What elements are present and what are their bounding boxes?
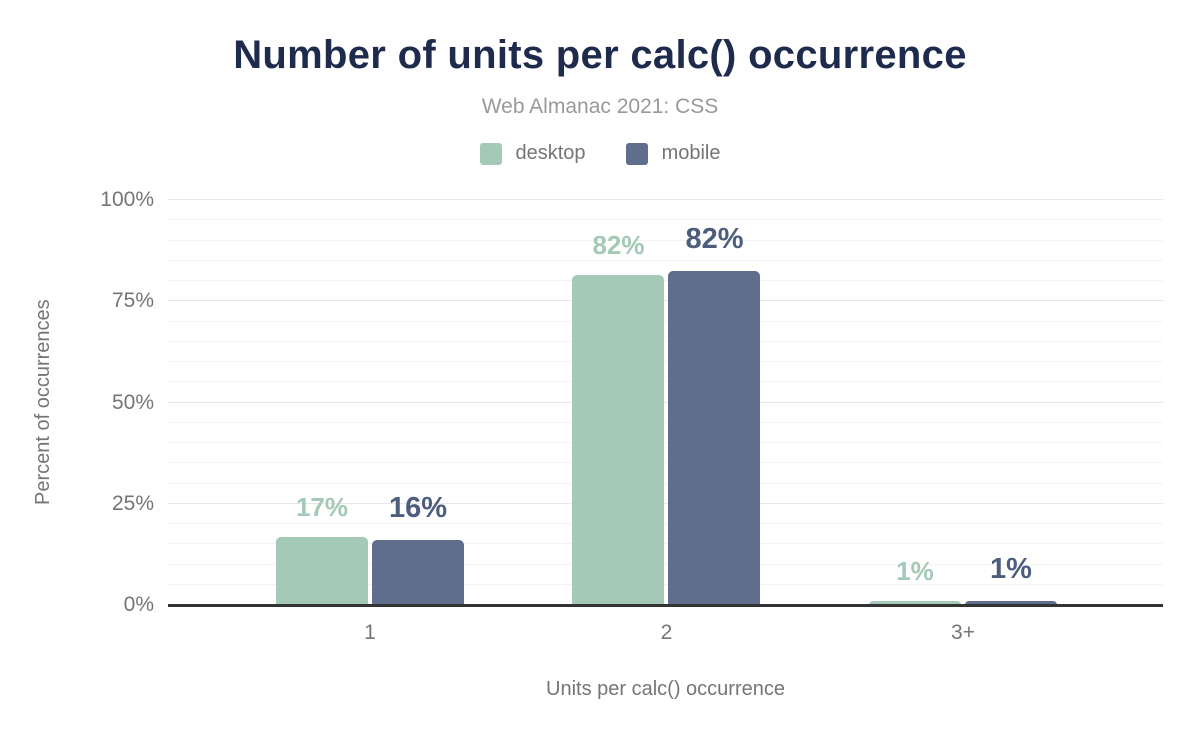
gridline-25: [168, 502, 1163, 504]
gridline-20: [168, 523, 1163, 524]
gridline-65: [168, 340, 1163, 342]
bar-value-label-mobile-2: 82%: [685, 223, 744, 256]
gridline-35: [168, 462, 1163, 464]
chart-title: Number of units per calc() occurrence: [233, 33, 967, 77]
bar-value-label-desktop-1: 17%: [295, 491, 348, 522]
legend: desktop mobile: [0, 142, 1200, 165]
gridline-95: [168, 219, 1163, 221]
bar-value-label-desktop-3+: 1%: [896, 556, 934, 587]
y-axis-tick-75: 75%: [111, 289, 154, 313]
gridline-40: [168, 442, 1163, 443]
bar-value-label-mobile-1: 16%: [388, 491, 447, 524]
gridline-5: [168, 583, 1163, 585]
bar-value-label-desktop-2: 82%: [592, 229, 645, 260]
bar-mobile-2[interactable]: [668, 271, 761, 605]
gridline-55: [168, 381, 1163, 383]
x-axis-line: [168, 604, 1163, 607]
legend-label-mobile: mobile: [661, 142, 721, 164]
bar-mobile-3+[interactable]: [965, 600, 1057, 605]
x-axis-tick-3+: 3+: [951, 621, 975, 644]
x-axis-title: Units per calc() occurrence: [546, 678, 785, 700]
x-axis-tick-2: 2: [660, 621, 673, 644]
gridline-70: [168, 320, 1163, 322]
chart-subtitle: Web Almanac 2021: CSS: [481, 95, 719, 118]
y-axis-tick-100: 100%: [100, 188, 154, 211]
gridline-80: [168, 280, 1163, 281]
legend-item-desktop: desktop: [479, 142, 586, 165]
legend-swatch-desktop-icon: [479, 142, 502, 165]
gridline-50: [168, 401, 1163, 403]
gridline-10: [168, 563, 1163, 565]
bar-mobile-1[interactable]: [371, 539, 464, 605]
gridline-30: [168, 482, 1163, 484]
y-axis-tick-0: 0%: [123, 593, 154, 616]
gridline-45: [168, 421, 1163, 423]
gridline-60: [168, 361, 1163, 362]
gridline-85: [168, 259, 1163, 261]
bar-desktop-1[interactable]: [275, 536, 368, 605]
gridline-15: [168, 543, 1163, 545]
bar-desktop-3+[interactable]: [869, 601, 961, 605]
y-axis-tick-25: 25%: [111, 491, 154, 515]
plot-area: 0% 25% 50% 75% 100% 17% 16% 1 82% 82% 2 1% 1% 3+: [100, 189, 1163, 644]
y-axis-title: Percent of occurrences: [32, 299, 54, 506]
legend-swatch-mobile-icon: [625, 142, 648, 165]
gridline-100: [168, 199, 1163, 200]
gridline-75: [168, 300, 1163, 302]
gridline-90: [168, 239, 1163, 241]
legend-item-mobile: mobile: [625, 142, 721, 165]
bar-desktop-2[interactable]: [572, 274, 665, 605]
bar-value-label-mobile-3+: 1%: [990, 552, 1032, 585]
y-axis-tick-50: 50%: [111, 390, 154, 414]
x-axis-tick-1: 1: [364, 621, 376, 644]
legend-label-desktop: desktop: [515, 142, 586, 164]
